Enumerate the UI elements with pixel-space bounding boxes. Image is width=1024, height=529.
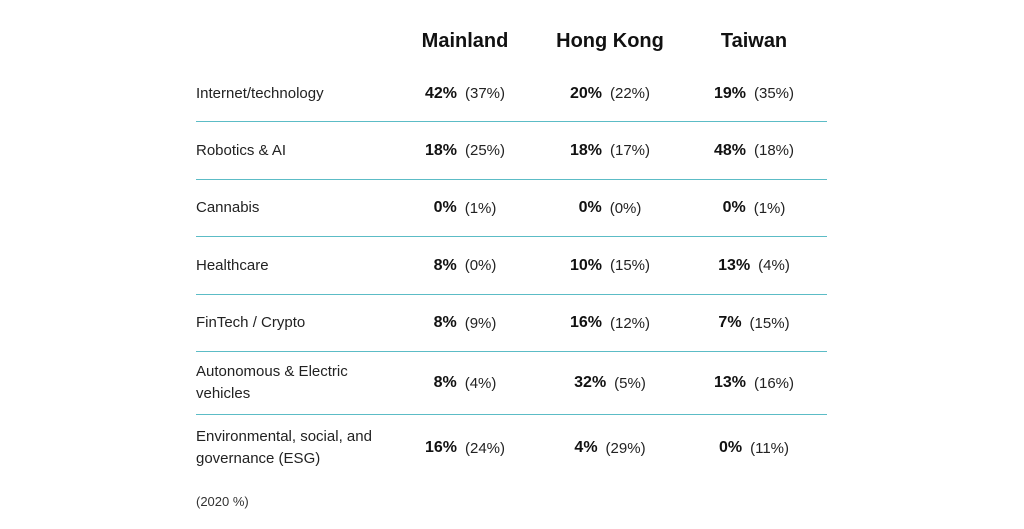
current-value: 42%	[424, 84, 457, 102]
table-row: Robotics & AI 18% (25%) 18% (17%) 48% (18%)	[196, 122, 827, 180]
cell-taiwan: 48% (18%)	[684, 122, 824, 179]
column-header-hong-kong: Hong Kong	[556, 30, 664, 52]
current-value: 20%	[569, 84, 602, 102]
current-value: 10%	[569, 256, 602, 274]
previous-value: (29%)	[605, 439, 646, 457]
cell-hong-kong: 16% (12%)	[540, 295, 680, 351]
previous-value: (12%)	[610, 314, 651, 332]
table-row: Cannabis 0% (1%) 0% (0%) 0% (1%)	[196, 180, 827, 237]
current-value: 32%	[574, 374, 607, 391]
previous-value: (5%)	[614, 374, 646, 392]
table-row: Internet/technology 42% (37%) 20% (22%) 19% (3…	[196, 66, 827, 122]
cell-mainland: 42% (37%)	[395, 66, 535, 121]
table-row: Autonomous & Electric vehicles 8% (4%) 32% (…	[196, 352, 827, 415]
previous-value: (25%)	[465, 142, 506, 159]
previous-value: (11%)	[750, 439, 790, 457]
current-value: 18%	[424, 141, 457, 159]
current-value: 16%	[569, 314, 602, 331]
current-value: 0%	[722, 199, 746, 216]
cell-mainland: 0% (1%)	[395, 180, 535, 236]
row-label: Cannabis	[196, 199, 260, 216]
row-label: Environmental, social, and governance (E…	[196, 428, 372, 467]
cell-hong-kong: 0% (0%)	[540, 180, 680, 236]
cell-mainland: 16% (24%)	[395, 415, 535, 481]
previous-value: (1%)	[753, 199, 786, 217]
column-header-taiwan: Taiwan	[720, 30, 788, 52]
cell-taiwan: 13% (16%)	[684, 352, 824, 414]
previous-value: (4%)	[464, 374, 497, 392]
current-value: 8%	[433, 314, 457, 331]
cell-mainland: 8% (4%)	[395, 352, 535, 414]
cell-mainland: 8% (0%)	[395, 237, 535, 294]
row-label: Healthcare	[196, 256, 269, 274]
current-value: 0%	[718, 439, 743, 456]
current-value: 16%	[424, 439, 457, 456]
cell-hong-kong: 18% (17%)	[540, 122, 680, 179]
footnote: (2020 %)	[196, 494, 249, 509]
current-value: 13%	[718, 256, 751, 274]
cell-hong-kong: 20% (22%)	[540, 66, 680, 121]
previous-value: (16%)	[754, 374, 795, 392]
previous-value: (0%)	[609, 199, 642, 217]
previous-value: (1%)	[464, 199, 497, 217]
table-row: Healthcare 8% (0%) 10% (15%) 13% (4%)	[196, 237, 827, 295]
table-row: Environmental, social, and governance (E…	[196, 415, 827, 481]
previous-value: (0%)	[464, 257, 497, 274]
current-value: 4%	[574, 439, 598, 456]
cell-taiwan: 19% (35%)	[684, 66, 824, 121]
row-label: Robotics & AI	[196, 141, 287, 159]
previous-value: (22%)	[610, 85, 651, 102]
current-value: 13%	[713, 374, 746, 391]
cell-hong-kong: 10% (15%)	[540, 237, 680, 294]
cell-mainland: 8% (9%)	[395, 295, 535, 351]
cell-hong-kong: 4% (29%)	[540, 415, 680, 481]
current-value: 0%	[578, 199, 602, 216]
current-value: 8%	[433, 374, 457, 391]
previous-value: (37%)	[465, 85, 506, 102]
row-label: Autonomous & Electric vehicles	[196, 363, 348, 402]
previous-value: (35%)	[754, 85, 795, 102]
table-row: FinTech / Crypto 8% (9%) 16% (12%) 7% (15%)	[196, 295, 827, 352]
previous-value: (4%)	[758, 257, 790, 274]
row-label: FinTech / Crypto	[196, 314, 306, 331]
current-value: 48%	[713, 141, 746, 159]
cell-taiwan: 13% (4%)	[684, 237, 824, 294]
cell-taiwan: 0% (1%)	[684, 180, 824, 236]
previous-value: (15%)	[749, 314, 790, 332]
current-value: 18%	[569, 141, 602, 159]
previous-value: (18%)	[754, 142, 795, 159]
cell-taiwan: 0% (11%)	[684, 415, 824, 481]
column-header-mainland: Mainland	[421, 30, 509, 52]
previous-value: (24%)	[465, 439, 506, 457]
cell-taiwan: 7% (15%)	[684, 295, 824, 351]
current-value: 19%	[713, 84, 746, 102]
current-value: 7%	[718, 314, 742, 331]
cell-mainland: 18% (25%)	[395, 122, 535, 179]
row-label: Internet/technology	[196, 84, 324, 102]
current-value: 8%	[433, 256, 457, 274]
cell-hong-kong: 32% (5%)	[540, 352, 680, 414]
current-value: 0%	[433, 199, 457, 216]
previous-value: (15%)	[610, 257, 651, 274]
previous-value: (17%)	[610, 142, 651, 159]
previous-value: (9%)	[464, 314, 497, 332]
